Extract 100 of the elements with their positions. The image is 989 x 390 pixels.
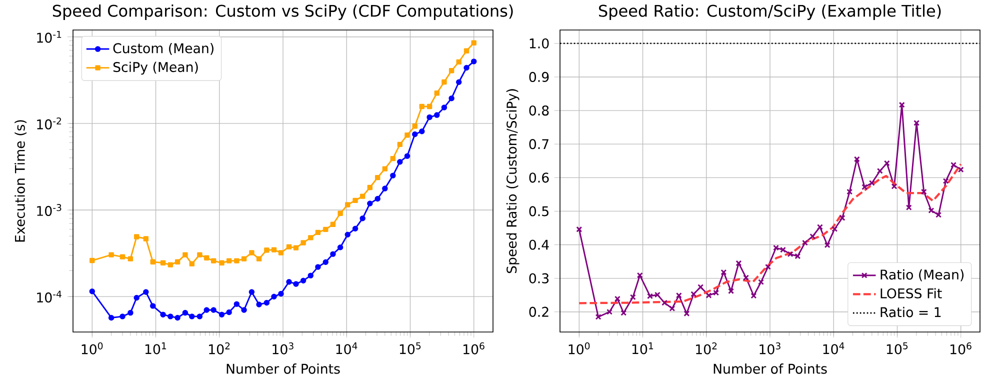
- x-tick-label: 10$^{2}$: [696, 342, 717, 354]
- point: [293, 281, 299, 287]
- point: [802, 240, 808, 246]
- point: [174, 314, 180, 321]
- point: [942, 178, 949, 184]
- point: [832, 226, 838, 232]
- point: [382, 186, 388, 192]
- point: [720, 269, 727, 276]
- point: [419, 128, 425, 134]
- point: [765, 264, 771, 270]
- point: [728, 288, 734, 294]
- y-tick-label: 0.8: [529, 105, 549, 116]
- point: [204, 307, 210, 313]
- y-tick-label: 0.5: [529, 206, 548, 216]
- point: [271, 294, 277, 300]
- point: [839, 214, 846, 221]
- point: [189, 261, 195, 266]
- point: [810, 233, 816, 240]
- chart-title: Speed Ratio: Custom/SciPy (Example Title): [599, 4, 941, 20]
- point: [241, 256, 247, 262]
- point: [300, 240, 306, 246]
- point: [286, 244, 292, 250]
- point: [464, 64, 470, 71]
- point: [337, 244, 344, 250]
- point: [404, 132, 410, 138]
- point: [210, 307, 216, 313]
- point: [456, 79, 462, 85]
- point: [219, 260, 224, 266]
- point: [470, 58, 477, 64]
- point: [271, 247, 277, 252]
- point: [293, 245, 299, 250]
- x-tick-label: 10$^{6}$: [464, 342, 484, 354]
- point: [360, 216, 366, 222]
- point: [884, 160, 890, 166]
- point: [404, 153, 410, 159]
- point: [218, 312, 225, 318]
- y-tick-label: 0.9: [529, 72, 549, 82]
- point: [322, 259, 329, 266]
- point: [182, 252, 188, 258]
- point: [367, 200, 373, 206]
- y-tick-label: 0.7: [529, 139, 548, 150]
- point: [441, 104, 448, 110]
- legend-label: SciPy (Mean): [113, 62, 198, 75]
- x-tick-label: 10$^{3}$: [272, 342, 294, 354]
- point: [390, 172, 396, 178]
- point: [434, 90, 440, 96]
- point: [241, 307, 247, 313]
- point: [936, 212, 942, 218]
- point: [352, 226, 358, 232]
- x-axis-title: Number of Points: [226, 364, 340, 374]
- chart-title: Speed Comparison: Custom vs SciPy (CDF Computations): [52, 4, 513, 20]
- point: [950, 162, 957, 168]
- point: [412, 131, 418, 138]
- point: [448, 68, 454, 74]
- point: [315, 264, 321, 270]
- x-tick-label: 10$^{1}$: [145, 342, 166, 354]
- point: [471, 40, 476, 46]
- point: [256, 302, 262, 308]
- point: [338, 210, 343, 216]
- x-tick-label: 10$^{3}$: [760, 342, 780, 354]
- point: [824, 242, 830, 248]
- point: [891, 183, 898, 190]
- point: [920, 188, 927, 195]
- point: [330, 222, 336, 228]
- point: [226, 258, 232, 264]
- y-tick-label: 10$^{-2}$: [37, 117, 62, 130]
- point: [787, 251, 794, 258]
- y-axis-title: Execution Time (s): [14, 120, 27, 242]
- point: [412, 124, 418, 129]
- point: [234, 258, 240, 264]
- x-tick-label: 10$^{2}$: [209, 342, 230, 354]
- x-tick-label: 10$^{4}$: [823, 342, 844, 354]
- point: [434, 112, 440, 118]
- point: [419, 104, 424, 110]
- point: [390, 156, 396, 162]
- point: [684, 310, 690, 317]
- point: [256, 256, 262, 262]
- point: [706, 292, 712, 298]
- point: [278, 290, 284, 297]
- point: [160, 312, 166, 318]
- x-tick-label: 10$^{1}$: [632, 342, 654, 354]
- point: [743, 274, 750, 281]
- point: [846, 188, 853, 195]
- legend-label: Ratio (Mean): [880, 269, 964, 282]
- point: [182, 310, 188, 316]
- point: [868, 180, 875, 186]
- point: [662, 300, 668, 306]
- x-tick-label: 10$^{5}$: [886, 342, 908, 354]
- point: [226, 309, 232, 316]
- point: [168, 314, 174, 320]
- x-tick-label: 10$^{0}$: [568, 342, 590, 354]
- point: [397, 158, 403, 165]
- point: [352, 198, 358, 204]
- point: [928, 208, 934, 214]
- point: [750, 292, 757, 299]
- point: [676, 292, 682, 298]
- point: [174, 259, 180, 264]
- point: [204, 255, 210, 260]
- point: [308, 272, 314, 278]
- point: [308, 235, 314, 240]
